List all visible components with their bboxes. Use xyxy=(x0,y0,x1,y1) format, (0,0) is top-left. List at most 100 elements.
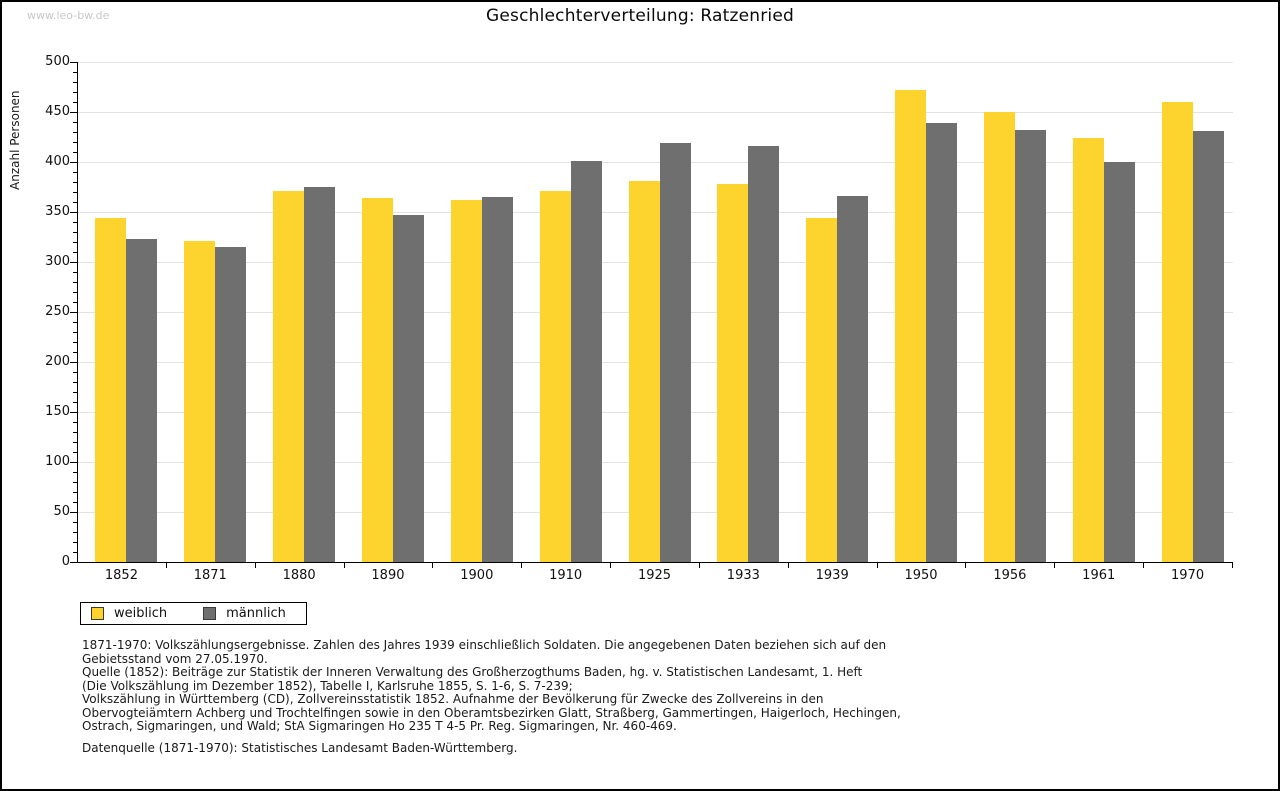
x-tick-label-1910: 1910 xyxy=(549,568,583,583)
bar-männlich-1961 xyxy=(1103,162,1135,562)
x-tick-label-1961: 1961 xyxy=(1082,568,1116,583)
x-boundary-tick xyxy=(1054,563,1055,568)
y-major-tick xyxy=(70,112,77,113)
x-tick-label-1900: 1900 xyxy=(460,568,494,583)
bar-weiblich-1910 xyxy=(539,191,571,562)
footnote-line: 1871-1970: Volkszählungsergebnisse. Zahl… xyxy=(82,638,887,652)
y-minor-tick xyxy=(73,342,77,343)
y-minor-tick xyxy=(73,172,77,173)
x-boundary-tick xyxy=(877,563,878,568)
footnote-line: Volkszählung in Württemberg (CD), Zollve… xyxy=(82,692,824,706)
y-minor-tick xyxy=(73,532,77,533)
bar-weiblich-1956 xyxy=(983,112,1015,562)
y-tick-label: 350 xyxy=(45,204,70,219)
y-tick-label: 500 xyxy=(45,54,70,69)
x-tick-label-1939: 1939 xyxy=(815,568,849,583)
footnote-line: (Die Volkszählung im Dezember 1852), Tab… xyxy=(82,678,573,693)
y-minor-tick xyxy=(73,282,77,283)
bar-männlich-1871 xyxy=(215,247,247,562)
y-minor-tick xyxy=(73,272,77,273)
x-tick-label-1950: 1950 xyxy=(904,568,938,583)
gridline xyxy=(78,162,1233,163)
bar-männlich-1970 xyxy=(1192,131,1224,562)
y-minor-tick xyxy=(73,382,77,383)
y-minor-tick xyxy=(73,452,77,453)
y-minor-tick xyxy=(73,432,77,433)
y-major-tick xyxy=(70,262,77,263)
y-tick-label: 200 xyxy=(45,354,70,369)
y-tick-label: 150 xyxy=(45,404,70,419)
footnote-line: Obervogteiämtern Achberg und Trochtelfin… xyxy=(82,705,901,720)
legend-box: weiblich männlich xyxy=(80,602,307,625)
y-tick-label: 450 xyxy=(45,104,70,119)
y-minor-tick xyxy=(73,492,77,493)
y-tick-label: 50 xyxy=(53,504,70,519)
bar-männlich-1880 xyxy=(304,187,336,562)
bar-weiblich-1925 xyxy=(628,181,660,562)
y-minor-tick xyxy=(73,472,77,473)
gridline xyxy=(78,62,1233,63)
legend-label: männlich xyxy=(226,606,286,621)
gridline xyxy=(78,112,1233,113)
y-minor-tick xyxy=(73,72,77,73)
bar-weiblich-1961 xyxy=(1072,138,1104,562)
watermark-leo-bw: www.leo-bw.de xyxy=(27,9,110,22)
footnote-line: Gebietsstand vom 27.05.1970. xyxy=(82,651,268,666)
y-tick-label: 400 xyxy=(45,154,70,169)
y-minor-tick xyxy=(73,392,77,393)
chart-title: Geschlechterverteilung: Ratzenried xyxy=(485,6,795,26)
footnote-text: 1871-1970: Volkszählungsergebnisse. Zahl… xyxy=(82,638,901,734)
legend-item-männlich: männlich xyxy=(203,606,286,621)
y-tick-label: 300 xyxy=(45,254,70,269)
y-minor-tick xyxy=(73,302,77,303)
x-tick-label-1956: 1956 xyxy=(993,568,1027,583)
x-boundary-tick xyxy=(610,563,611,568)
y-tick-label: 250 xyxy=(45,304,70,319)
bar-männlich-1910 xyxy=(570,161,602,562)
y-minor-tick xyxy=(73,92,77,93)
y-tick-label: 0 xyxy=(61,554,70,569)
legend-label: weiblich xyxy=(114,606,168,621)
y-major-tick xyxy=(70,562,77,563)
y-major-tick xyxy=(70,362,77,363)
y-minor-tick xyxy=(73,82,77,83)
x-tick-label-1880: 1880 xyxy=(282,568,316,583)
x-boundary-tick xyxy=(965,563,966,568)
y-minor-tick xyxy=(73,202,77,203)
footnote-line: Quelle (1852): Beiträge zur Statistik de… xyxy=(82,665,863,679)
y-minor-tick xyxy=(73,352,77,353)
y-major-tick xyxy=(70,512,77,513)
y-minor-tick xyxy=(73,152,77,153)
bar-männlich-1950 xyxy=(926,123,958,562)
bar-weiblich-1871 xyxy=(184,241,216,562)
y-major-tick xyxy=(70,212,77,213)
bar-männlich-1852 xyxy=(126,239,158,562)
y-major-tick xyxy=(70,162,77,163)
y-minor-tick xyxy=(73,502,77,503)
y-minor-tick xyxy=(73,222,77,223)
bar-männlich-1939 xyxy=(837,196,869,562)
x-tick-label-1933: 1933 xyxy=(726,568,760,583)
x-tick-label-1925: 1925 xyxy=(637,568,672,583)
y-minor-tick xyxy=(73,252,77,253)
y-axis-title: Anzahl Personen xyxy=(8,90,22,190)
bar-männlich-1890 xyxy=(392,215,424,562)
y-minor-tick xyxy=(73,372,77,373)
x-tick-label-1890: 1890 xyxy=(371,568,405,583)
bar-weiblich-1933 xyxy=(717,184,749,562)
y-minor-tick xyxy=(73,182,77,183)
bar-männlich-1956 xyxy=(1014,130,1046,562)
plot-area xyxy=(77,62,1233,563)
x-boundary-tick xyxy=(344,563,345,568)
y-major-tick xyxy=(70,462,77,463)
y-minor-tick xyxy=(73,402,77,403)
y-major-tick xyxy=(70,412,77,413)
y-minor-tick xyxy=(73,482,77,483)
bar-weiblich-1852 xyxy=(95,218,127,562)
x-tick-label-1970: 1970 xyxy=(1171,568,1205,583)
legend-swatch-icon xyxy=(91,607,104,620)
footnote-line: Ostrach, Sigmaringen, und Wald; StA Sigm… xyxy=(82,719,677,733)
x-boundary-tick xyxy=(788,563,789,568)
bar-weiblich-1890 xyxy=(361,198,393,562)
x-tick-label-1852: 1852 xyxy=(104,568,138,583)
